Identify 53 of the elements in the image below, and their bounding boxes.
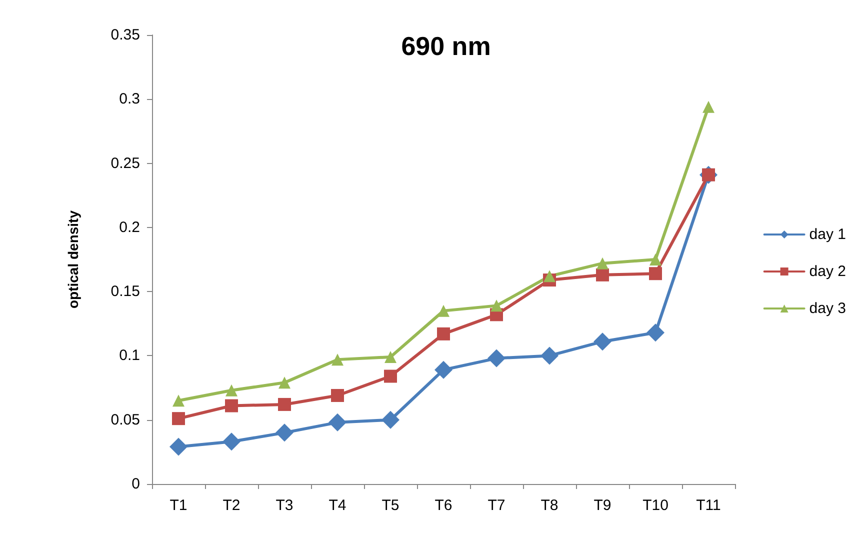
- x-tick-label: T9: [594, 497, 612, 514]
- point: [434, 360, 452, 379]
- chart-title: 690 nm: [401, 31, 491, 61]
- point: [438, 304, 450, 317]
- point: [172, 394, 184, 407]
- point: [594, 332, 612, 351]
- x-tick-label: T1: [170, 497, 188, 514]
- x-tick-label: T3: [276, 497, 294, 514]
- point: [646, 324, 664, 342]
- x-tick-label: T4: [328, 497, 346, 514]
- point: [437, 327, 450, 340]
- y-axis-title: optical density: [65, 210, 81, 309]
- point: [226, 384, 238, 396]
- point: [384, 370, 397, 383]
- point: [172, 412, 185, 426]
- point: [384, 350, 396, 363]
- point: [222, 432, 240, 451]
- point: [649, 267, 662, 280]
- point: [332, 354, 344, 366]
- x-tick-label: T11: [696, 497, 721, 514]
- y-tick-label: 0: [132, 476, 140, 492]
- point: [596, 257, 608, 270]
- point: [382, 410, 400, 429]
- point: [331, 388, 344, 402]
- legend-label: day 3: [809, 300, 846, 317]
- x-tick-label: T7: [488, 497, 506, 514]
- x-tick-label: T6: [434, 497, 452, 514]
- y-tick-label: 0.15: [110, 283, 140, 300]
- y-tick-label: 0.25: [110, 154, 140, 172]
- point: [650, 254, 662, 266]
- y-tick-label: 0.35: [110, 26, 140, 44]
- point: [596, 268, 609, 282]
- point: [702, 100, 714, 113]
- y-tick-label: 0.2: [119, 218, 140, 236]
- legend-label: day 2: [809, 263, 846, 280]
- y-tick-label: 0.05: [110, 411, 140, 428]
- x-tick-label: T8: [540, 497, 558, 514]
- x-tick-label: T2: [222, 497, 240, 514]
- point: [488, 349, 506, 368]
- point: [540, 346, 558, 365]
- x-tick-label: T10: [642, 497, 668, 514]
- y-tick-label: 0.1: [119, 347, 140, 364]
- point: [544, 270, 556, 282]
- point: [276, 424, 294, 442]
- legend-label: day 1: [809, 226, 846, 243]
- point: [170, 438, 188, 456]
- point: [278, 376, 290, 389]
- y-tick-label: 0.3: [119, 90, 140, 108]
- point: [328, 413, 346, 432]
- point: [490, 300, 502, 312]
- point: [278, 398, 291, 411]
- x-tick-label: T5: [382, 497, 400, 514]
- point: [225, 399, 238, 412]
